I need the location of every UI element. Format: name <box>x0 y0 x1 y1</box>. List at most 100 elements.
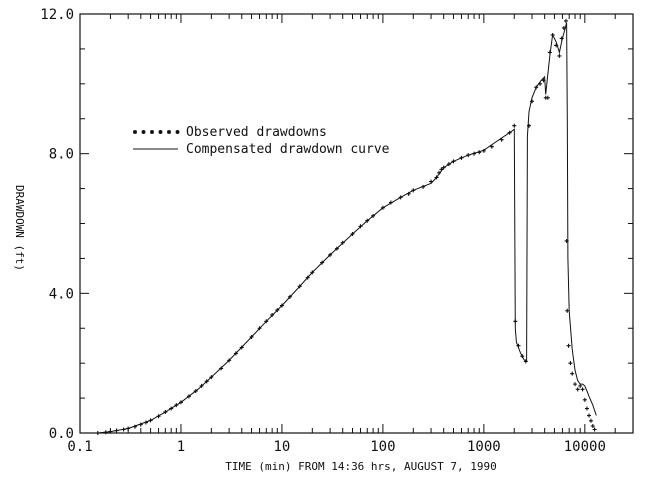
observed-drawdown-point <box>538 81 543 86</box>
observed-drawdown-point <box>121 427 126 432</box>
observed-drawdown-point <box>126 426 131 431</box>
observed-drawdown-point <box>559 36 564 41</box>
observed-drawdown-point <box>143 420 148 425</box>
observed-drawdown-point <box>305 275 310 280</box>
observed-drawdown-point <box>472 151 477 156</box>
observed-drawdown-point <box>204 379 209 384</box>
observed-drawdown-point <box>186 394 191 399</box>
observed-drawdown-point <box>434 175 439 180</box>
observed-drawdown-point <box>566 343 571 348</box>
observed-drawdown-point <box>287 294 292 299</box>
y-tick-label: 4.0 <box>49 286 74 302</box>
observed-drawdown-point <box>590 424 595 429</box>
observed-drawdown-point <box>380 205 385 210</box>
y-axis-label: DRAWDOWN (ft) <box>13 185 26 271</box>
observed-drawdown-point <box>507 130 512 135</box>
observed-drawdown-point <box>334 246 339 251</box>
observed-drawdown-point <box>320 260 325 265</box>
observed-drawdown-point <box>138 422 143 427</box>
observed-drawdown-point <box>219 366 224 371</box>
y-tick-label: 0.0 <box>49 426 74 442</box>
observed-drawdown-point <box>148 418 153 423</box>
observed-drawdown-point <box>563 18 568 23</box>
observed-drawdown-point <box>568 361 573 366</box>
observed-drawdown-point <box>365 218 370 223</box>
x-tick-label: 1 <box>177 439 185 455</box>
observed-drawdown-point <box>421 184 426 189</box>
compensated-curve-series <box>97 22 597 434</box>
observed-drawdown-point <box>512 123 517 128</box>
observed-drawdown-point <box>534 85 539 90</box>
observed-drawdown-point <box>578 383 583 388</box>
observed-drawdown-point <box>95 431 100 435</box>
x-tick-label: 1000 <box>467 439 501 455</box>
observed-drawdown-point <box>310 270 315 275</box>
plot-frame <box>79 13 634 434</box>
observed-drawdown-point <box>163 410 168 415</box>
observed-drawdown-point <box>550 32 555 37</box>
observed-drawdown-point <box>516 343 521 348</box>
legend-marker <box>141 130 146 134</box>
observed-drawdowns-series <box>95 18 597 435</box>
observed-drawdown-point <box>541 78 546 83</box>
observed-drawdown-point <box>328 252 333 257</box>
observed-drawdown-point <box>297 284 302 289</box>
tick-labels: 0.1 1 10 100 1000 10000 0.0 4.0 8.0 12.0 <box>40 7 606 455</box>
observed-drawdown-point <box>340 240 345 245</box>
observed-drawdown-point <box>275 308 280 313</box>
legend-marker-sample <box>133 130 180 134</box>
observed-drawdown-point <box>584 406 589 411</box>
legend-marker <box>167 130 171 134</box>
observed-drawdown-point <box>209 375 214 380</box>
observed-drawdown-point <box>592 427 597 432</box>
observed-drawdown-point <box>103 430 108 435</box>
observed-drawdown-point <box>429 179 434 184</box>
legend-label-observed: Observed drawdowns <box>186 125 327 140</box>
compensated-drawdown-curve <box>97 22 597 434</box>
observed-drawdown-point <box>481 148 486 153</box>
observed-drawdown-point <box>398 195 403 200</box>
observed-drawdown-point <box>451 159 456 164</box>
observed-drawdown-point <box>580 387 585 392</box>
observed-drawdown-point <box>565 308 570 313</box>
observed-drawdown-point <box>499 137 504 142</box>
axes <box>79 13 634 434</box>
observed-drawdown-point <box>132 424 137 429</box>
observed-drawdown-point <box>270 312 275 317</box>
observed-drawdown-point <box>582 397 587 402</box>
observed-drawdown-point <box>371 213 376 218</box>
ticks <box>79 13 633 434</box>
observed-drawdown-point <box>477 150 482 155</box>
observed-drawdown-point <box>350 231 355 236</box>
y-tick-label: 8.0 <box>49 147 74 163</box>
observed-drawdown-point <box>249 334 254 339</box>
observed-drawdown-point <box>169 406 174 411</box>
observed-drawdown-point <box>279 303 284 308</box>
legend-marker <box>150 130 154 134</box>
observed-drawdown-point <box>439 167 444 172</box>
observed-drawdown-point <box>575 387 580 392</box>
x-tick-label: 10 <box>274 439 291 455</box>
observed-drawdown-point <box>573 382 578 387</box>
x-tick-label: 0.1 <box>67 439 92 455</box>
observed-drawdown-point <box>489 144 494 149</box>
observed-drawdown-point <box>561 25 566 30</box>
observed-drawdown-point <box>530 99 535 104</box>
observed-drawdown-point <box>545 95 550 100</box>
observed-drawdown-point <box>441 165 446 170</box>
x-tick-label: 10000 <box>564 439 606 455</box>
observed-drawdown-point <box>257 326 262 331</box>
observed-drawdown-point <box>437 170 442 175</box>
observed-drawdown-point <box>108 429 113 434</box>
observed-drawdown-point <box>388 200 393 205</box>
observed-drawdown-point <box>406 191 411 196</box>
y-tick-label: 12.0 <box>40 7 74 23</box>
observed-drawdown-point <box>156 414 161 419</box>
legend-label-compensated: Compensated drawdown curve <box>186 142 390 157</box>
observed-drawdown-point <box>358 224 363 229</box>
legend-marker <box>175 130 180 134</box>
legend: Observed drawdowns Compensated drawdown … <box>133 125 390 157</box>
observed-drawdown-point <box>523 359 528 364</box>
observed-drawdown-point <box>446 162 451 167</box>
